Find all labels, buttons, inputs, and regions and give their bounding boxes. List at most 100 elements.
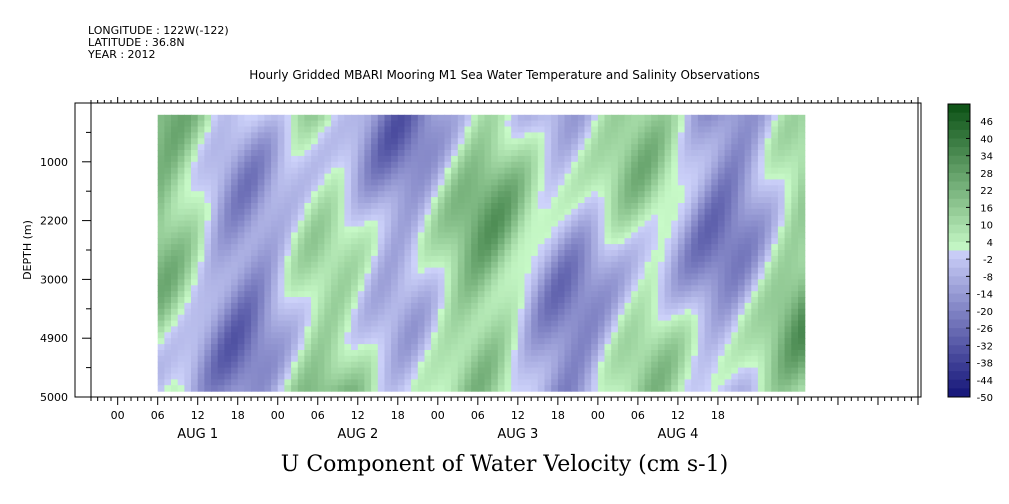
- heat-cell: [671, 173, 679, 181]
- heat-cell: [491, 167, 499, 175]
- heat-cell: [544, 226, 552, 233]
- heat-cell: [591, 150, 599, 157]
- heat-cell: [611, 214, 619, 222]
- heat-cell: [397, 220, 406, 228]
- heat-cell: [791, 279, 799, 286]
- heat-cell: [784, 244, 792, 251]
- heat-cell: [451, 350, 459, 357]
- heat-cell: [331, 144, 339, 151]
- heat-cell: [371, 332, 379, 339]
- heat-cell: [257, 332, 265, 339]
- heat-cell: [697, 361, 706, 369]
- heat-cell: [164, 326, 172, 333]
- heat-cell: [617, 385, 626, 392]
- heat-cell: [604, 279, 612, 286]
- heat-cell: [731, 350, 739, 357]
- heat-cell: [377, 338, 386, 345]
- heat-cell: [337, 126, 346, 133]
- heat-cell: [484, 197, 492, 204]
- heat-cell: [424, 350, 432, 357]
- heat-cell: [431, 250, 439, 257]
- heat-cell: [764, 279, 772, 286]
- heat-cell: [184, 203, 192, 210]
- heat-cell: [284, 126, 292, 133]
- heat-cell: [211, 297, 219, 304]
- heat-cell: [204, 355, 212, 363]
- heat-cell: [424, 232, 432, 239]
- heat-cell: [611, 173, 619, 181]
- heat-cell: [324, 179, 332, 186]
- heat-cell: [231, 373, 239, 380]
- heat-cell: [657, 244, 666, 251]
- heat-cell: [704, 191, 712, 198]
- heat-cell: [791, 197, 799, 204]
- heat-cell: [217, 355, 225, 363]
- heat-cell: [617, 273, 626, 280]
- heat-cell: [417, 144, 426, 151]
- heat-cell: [531, 161, 539, 169]
- heat-cell: [171, 279, 179, 286]
- heat-cell: [277, 114, 285, 122]
- heat-cell: [317, 308, 326, 316]
- heat-cell: [184, 155, 192, 163]
- heat-cell: [551, 203, 559, 210]
- heat-cell: [484, 332, 492, 339]
- heat-cell: [204, 173, 212, 181]
- heat-cell: [204, 244, 212, 251]
- colorbar-swatch: [948, 233, 970, 243]
- heat-cell: [497, 173, 506, 181]
- heat-cell: [571, 373, 579, 380]
- heat-cell: [411, 161, 419, 169]
- heat-cell: [411, 338, 419, 345]
- heat-cell: [531, 361, 539, 369]
- heat-cell: [697, 350, 706, 357]
- heat-cell: [231, 191, 239, 198]
- heat-cell: [317, 314, 326, 322]
- heat-cell: [677, 203, 686, 210]
- heat-cell: [597, 344, 606, 351]
- heat-cell: [204, 191, 212, 198]
- heat-cell: [704, 197, 712, 204]
- heat-cell: [697, 250, 706, 257]
- heat-cell: [191, 285, 199, 292]
- heat-cell: [564, 273, 572, 280]
- heat-cell: [211, 332, 219, 339]
- heat-cell: [457, 355, 466, 363]
- heat-cell: [711, 132, 719, 139]
- heat-cell: [544, 320, 552, 328]
- heat-cell: [364, 197, 372, 204]
- heat-cell: [264, 350, 272, 357]
- heat-cell: [384, 332, 392, 339]
- heat-cell: [731, 126, 739, 133]
- heat-cell: [224, 150, 232, 157]
- heat-cell: [704, 361, 712, 369]
- heat-cell: [564, 320, 572, 328]
- heat-cell: [237, 261, 245, 269]
- heat-cell: [604, 344, 612, 351]
- heat-cell: [777, 279, 786, 286]
- heat-cell: [737, 232, 746, 239]
- heat-cell: [591, 379, 599, 386]
- heat-cell: [497, 132, 506, 139]
- heat-cell: [324, 320, 332, 328]
- heat-cell: [597, 379, 606, 386]
- heat-cell: [577, 138, 586, 145]
- heat-cell: [377, 308, 386, 316]
- heat-cell: [184, 385, 192, 392]
- heat-cell: [651, 385, 659, 392]
- heat-cell: [557, 208, 566, 216]
- heat-cell: [251, 179, 259, 186]
- heat-cell: [291, 161, 299, 169]
- heat-cell: [457, 161, 466, 169]
- heat-cell: [557, 332, 566, 339]
- heat-cell: [371, 244, 379, 251]
- heat-cell: [344, 355, 352, 363]
- heat-cell: [477, 308, 486, 316]
- y-tick-label: 5000: [40, 391, 68, 404]
- heat-cell: [437, 238, 446, 245]
- heat-cell: [557, 302, 566, 310]
- heat-cell: [351, 367, 359, 375]
- heat-cell: [277, 161, 285, 169]
- heat-cell: [657, 279, 666, 286]
- heat-cell: [424, 291, 432, 298]
